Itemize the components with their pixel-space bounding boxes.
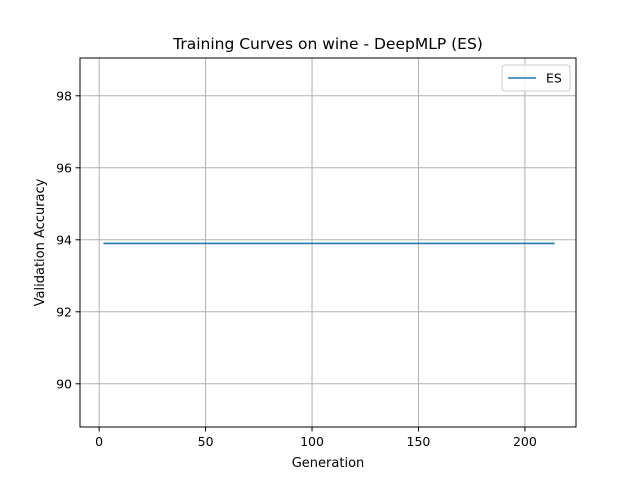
y-axis-ticks: 90 92 94 96 98 xyxy=(56,88,80,391)
x-axis-label: Generation xyxy=(292,456,365,471)
y-tick-label: 90 xyxy=(56,376,72,391)
plot-frame xyxy=(79,57,577,428)
legend-label: ES xyxy=(546,71,562,86)
x-tick-label: 100 xyxy=(300,434,324,449)
x-tick-label: 150 xyxy=(407,434,431,449)
x-axis-ticks: 0 50 100 150 200 xyxy=(95,427,537,449)
y-axis-label: Validation Accuracy xyxy=(33,178,48,306)
x-tick-label: 0 xyxy=(95,434,103,449)
x-tick-label: 200 xyxy=(513,434,537,449)
y-tick-label: 96 xyxy=(56,160,72,175)
y-tick-label: 94 xyxy=(56,232,72,247)
chart-title: Training Curves on wine - DeepMLP (ES) xyxy=(172,35,483,53)
y-tick-label: 92 xyxy=(56,304,72,319)
grid-lines xyxy=(80,58,576,427)
y-tick-label: 98 xyxy=(56,88,72,103)
legend: ES xyxy=(501,64,571,92)
x-tick-label: 50 xyxy=(198,434,214,449)
